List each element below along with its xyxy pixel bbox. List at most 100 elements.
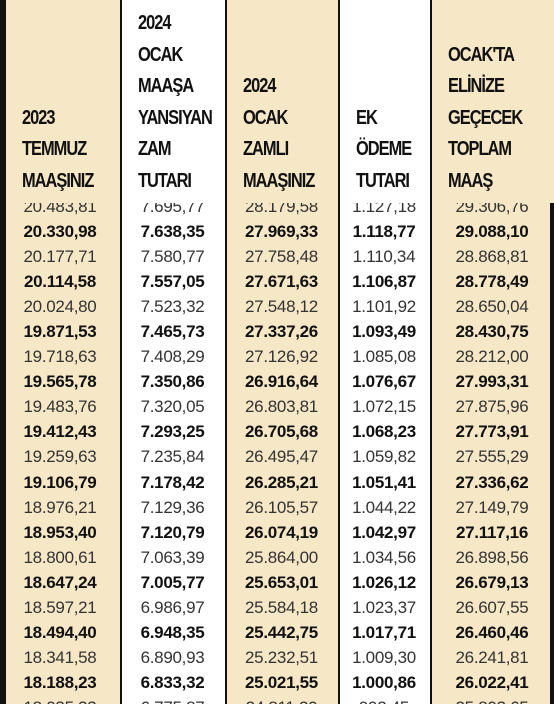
table-cell: 6.986,97 — [140, 597, 205, 617]
table-cell: 7.129,36 — [140, 497, 205, 517]
table-row: 19.871,53 7.465,73 27.337,26 1.093,49 28.430… — [0, 319, 554, 344]
header-text: TUTARI — [356, 169, 410, 192]
table-cell: 20.114,58 — [24, 272, 96, 292]
header-text: MAAŞ — [448, 169, 493, 192]
table-cell: 7.235,84 — [140, 447, 205, 467]
table-cell: 19.565,78 — [23, 372, 97, 392]
table-cell: 1.000,86 — [352, 672, 416, 692]
header-text: TOPLAM — [448, 138, 512, 160]
table-cell: 19.871,53 — [23, 322, 97, 342]
table-cell: 1.023,37 — [352, 597, 416, 617]
column-bg — [338, 0, 430, 704]
table-cell: 28.868,81 — [455, 247, 529, 267]
table-cell: 1.044,22 — [352, 497, 416, 517]
table-cell: 7.580,77 — [140, 247, 205, 267]
table-row: 18.188,23 6.833,32 25.021,55 1.000,86 26.022… — [0, 670, 554, 695]
table-cell: 6.833,32 — [140, 672, 205, 692]
table-cell: 20.024,80 — [23, 297, 97, 317]
table-row: 19.565,78 7.350,86 26.916,64 1.076,67 27.993… — [0, 369, 554, 394]
table-cell: 26.705,68 — [245, 422, 318, 442]
table-body: 20.483,81 7.695,77 28.179,58 1.127,18 29.306… — [0, 194, 554, 704]
header-cell: 2024 OCAK MAAŞA YANSIYAN ZAM TUTARI — [120, 0, 225, 203]
table-cell: 7.120,79 — [140, 522, 205, 542]
table-cell: 28.212,00 — [455, 347, 529, 367]
table-cell: 25.232,51 — [245, 647, 318, 667]
header-cell: OCAK'TA ELİNİZE GEÇECEK TOPLAM MAAŞ — [430, 0, 554, 203]
table-cell: 27.671,63 — [245, 272, 318, 292]
header-text: ZAMLI — [243, 138, 289, 160]
table-cell: 25.442,75 — [245, 622, 318, 642]
table-row: 20.024,80 7.523,32 27.548,12 1.101,92 28.650… — [0, 294, 554, 319]
table-cell: 7.638,35 — [140, 222, 205, 242]
table-cell: 18.976,21 — [23, 497, 97, 517]
table-row: 18.341,58 6.890,93 25.232,51 1.009,30 26.241… — [0, 645, 554, 670]
table-cell: 18.647,24 — [23, 572, 97, 592]
header-cell: EK ÖDEME TUTARI — [338, 0, 430, 203]
table-cell: 1.085,08 — [352, 347, 416, 367]
table-cell: 1.051,41 — [352, 472, 416, 492]
table-cell: 27.875,96 — [455, 397, 529, 417]
table-cell: 26.285,21 — [245, 472, 318, 492]
header-text: TEMMUZ — [22, 138, 87, 160]
header-text: OCAK — [243, 106, 288, 129]
header-text: YANSIYAN — [138, 106, 213, 129]
table-row: 18.800,61 7.063,39 25.864,00 1.034,56 26.898… — [0, 545, 554, 570]
header-cell: 2024 OCAK ZAMLI MAAŞINIZ — [225, 0, 338, 203]
header-text: GEÇECEK — [448, 106, 523, 129]
table-cell: 7.465,73 — [140, 322, 205, 342]
table-row: 19.412,43 7.293,25 26.705,68 1.068,23 27.773… — [0, 419, 554, 444]
table-cell: 992,45 — [338, 695, 430, 704]
table-row: 19.106,79 7.178,42 26.285,21 1.051,41 27.336… — [0, 470, 554, 495]
header-text: ZAM — [138, 138, 172, 160]
header-text: MAAŞINIZ — [243, 169, 315, 192]
table-cell: 25.653,01 — [245, 572, 318, 592]
header-text: MAAŞINIZ — [22, 169, 94, 192]
header-text: OCAK'TA — [448, 43, 515, 66]
table-cell: 19.483,76 — [23, 397, 97, 417]
table-cell: 27.149,79 — [455, 497, 529, 517]
table-row: 18.035,336.775,8724.811,20992,4525.803,6… — [0, 695, 554, 704]
table-cell: 19.106,79 — [23, 472, 97, 492]
table-cell: 28.430,75 — [455, 322, 529, 342]
table-cell: 6.775,87 — [120, 695, 225, 704]
table-row: 18.597,21 6.986,97 25.584,18 1.023,37 26.607… — [0, 595, 554, 620]
table-cell: 27.993,31 — [455, 372, 529, 392]
right-border — [550, 0, 554, 704]
table-cell: 7.293,25 — [140, 422, 205, 442]
header-text: ELİNİZE — [448, 75, 505, 97]
table-row: 20.330,98 7.638,35 27.969,33 1.118,77 29.088… — [0, 219, 554, 244]
table-row: 20.177,71 7.580,77 27.758,48 1.110,34 28.868… — [0, 244, 554, 269]
header-text: TUTARI — [138, 169, 192, 192]
table-cell: 26.916,64 — [245, 372, 318, 392]
table-cell: 19.718,63 — [23, 347, 97, 367]
table-cell: 26.105,57 — [245, 497, 318, 517]
table-cell: 18.494,40 — [23, 622, 97, 642]
table-cell: 1.106,87 — [352, 272, 416, 292]
table-cell: 7.063,39 — [140, 547, 205, 567]
table-header: 2023 TEMMUZ MAAŞINIZ 2024 OCAK MAAŞA YANSIYAN Z… — [0, 0, 554, 203]
table-cell: 18.035,33 — [0, 695, 120, 704]
table-cell: 26.495,47 — [245, 447, 318, 467]
header-text: EK — [356, 106, 378, 129]
table-cell: 19.259,63 — [23, 447, 97, 467]
table-cell: 1.110,34 — [352, 247, 416, 267]
table-row: 18.647,24 7.005,77 25.653,01 1.026,12 26.679… — [0, 570, 554, 595]
table-cell: 25.864,00 — [245, 547, 318, 567]
table-cell: 1.059,82 — [352, 447, 416, 467]
table-cell: 27.969,33 — [245, 222, 318, 242]
table-cell: 27.773,91 — [455, 422, 529, 442]
table-cell: 27.117,16 — [456, 522, 528, 542]
table-cell: 18.953,40 — [23, 522, 97, 542]
table-cell: 7.350,86 — [140, 372, 205, 392]
table-cell: 29.088,10 — [455, 222, 529, 242]
table-cell: 27.555,29 — [455, 447, 529, 467]
table-row: 18.494,40 6.948,35 25.442,75 1.017,71 26.460… — [0, 620, 554, 645]
table-cell: 26.607,55 — [455, 597, 529, 617]
header-text: 2024 — [138, 12, 172, 34]
table-cell: 6.890,93 — [140, 647, 205, 667]
table-cell: 20.177,71 — [23, 247, 97, 267]
header-text: 2023 — [22, 106, 56, 129]
header-text: OCAK — [138, 43, 183, 66]
table-row: 18.976,21 7.129,36 26.105,57 1.044,22 27.149… — [0, 495, 554, 520]
table-cell: 27.336,62 — [455, 472, 529, 492]
